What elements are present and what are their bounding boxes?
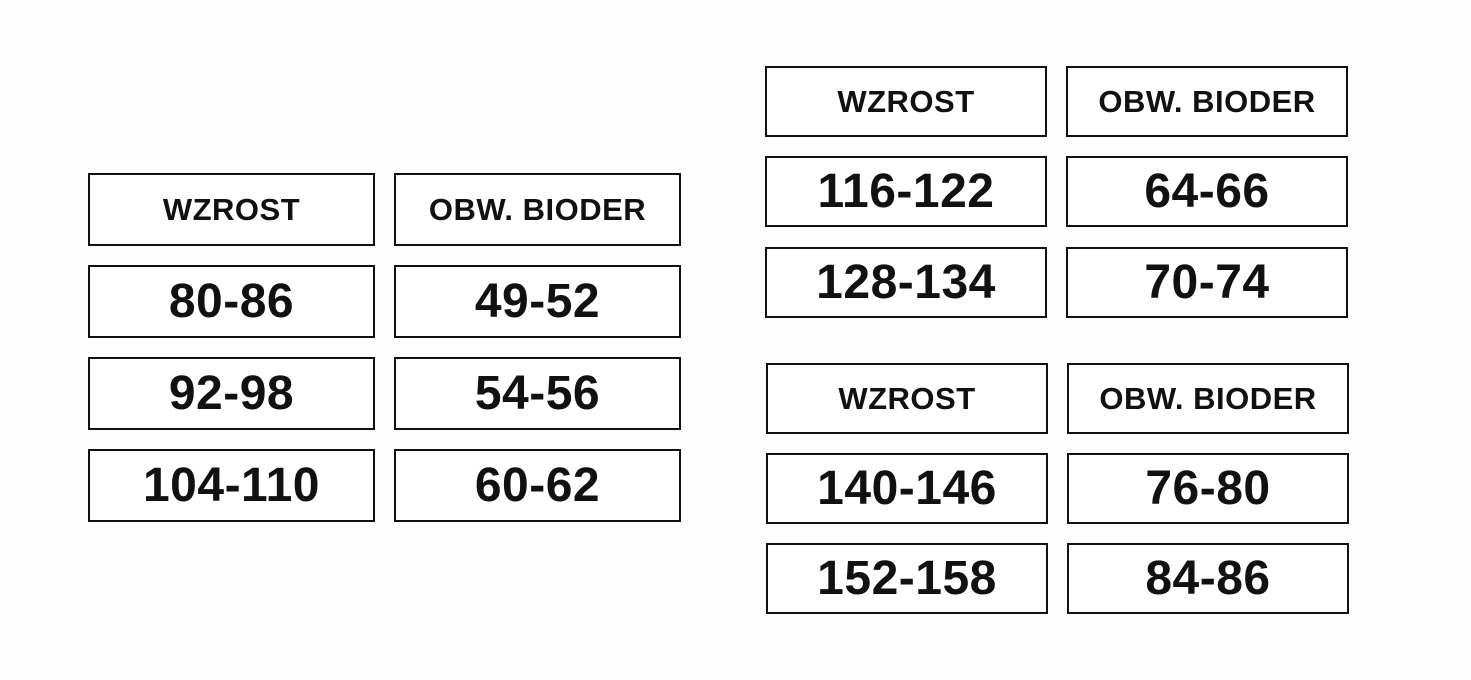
- cell-height: 80-86: [88, 265, 375, 338]
- header-hip-circumference: OBW. BIODER: [394, 173, 681, 246]
- cell-hip-circumference: 70-74: [1066, 247, 1348, 318]
- header-height: WZROST: [766, 363, 1048, 434]
- cell-hip-circumference: 84-86: [1067, 543, 1349, 614]
- cell-hip-circumference: 49-52: [394, 265, 681, 338]
- cell-height: 116-122: [765, 156, 1047, 227]
- cell-height: 92-98: [88, 357, 375, 430]
- cell-hip-circumference: 64-66: [1066, 156, 1348, 227]
- header-hip-circumference: OBW. BIODER: [1067, 363, 1349, 434]
- cell-height: 104-110: [88, 449, 375, 522]
- cell-hip-circumference: 54-56: [394, 357, 681, 430]
- header-height: WZROST: [88, 173, 375, 246]
- cell-height: 128-134: [765, 247, 1047, 318]
- header-hip-circumference: OBW. BIODER: [1066, 66, 1348, 137]
- header-height: WZROST: [765, 66, 1047, 137]
- cell-height: 152-158: [766, 543, 1048, 614]
- cell-hip-circumference: 60-62: [394, 449, 681, 522]
- cell-height: 140-146: [766, 453, 1048, 524]
- cell-hip-circumference: 76-80: [1067, 453, 1349, 524]
